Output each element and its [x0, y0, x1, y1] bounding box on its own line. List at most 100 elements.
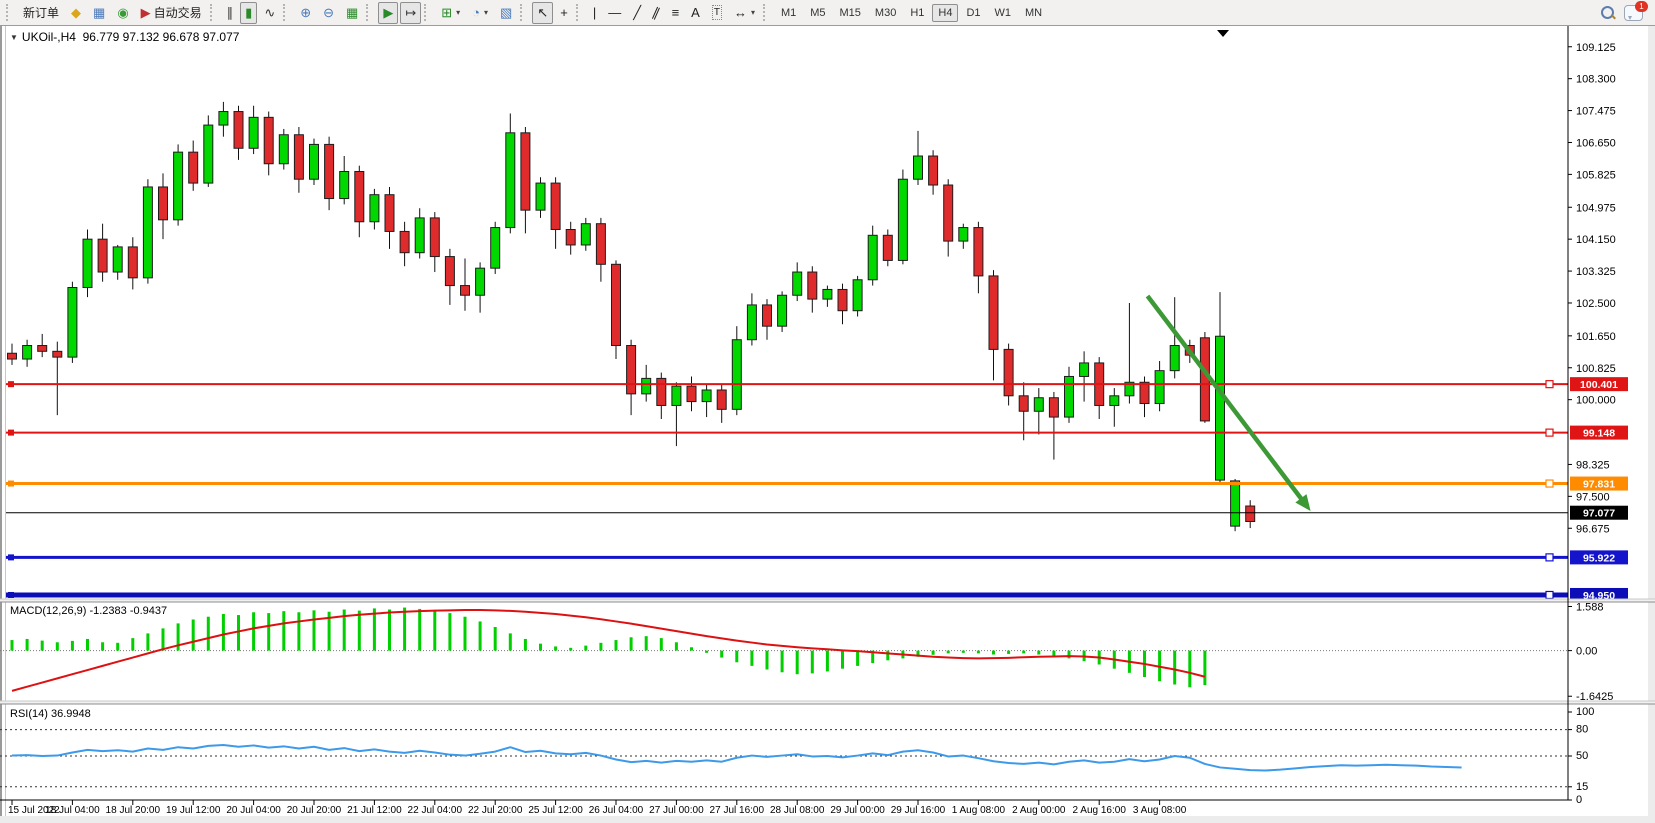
- toolbar-grip: [575, 4, 583, 21]
- chart-candles-button[interactable]: ▮: [240, 1, 258, 24]
- arrows-icon: ↔: [733, 5, 747, 20]
- cursor-button[interactable]: ↖: [532, 1, 554, 24]
- signals-button[interactable]: ◉: [112, 2, 133, 24]
- macd-indicator-label: MACD(12,26,9) -1.2383 -0.9437: [10, 605, 168, 617]
- svg-text:99.148: 99.148: [1583, 428, 1615, 440]
- svg-text:3 Aug 08:00: 3 Aug 08:00: [1133, 805, 1187, 816]
- chart-line-icon: ∿: [264, 5, 276, 20]
- timeframe-m1-button[interactable]: M1: [780, 6, 797, 19]
- hline-button[interactable]: —: [603, 2, 626, 24]
- svg-text:50: 50: [1576, 750, 1588, 762]
- hline-icon: —: [608, 5, 622, 20]
- vline-button[interactable]: |: [588, 2, 601, 24]
- text-label-icon: T: [711, 5, 722, 20]
- svg-text:2 Aug 00:00: 2 Aug 00:00: [1012, 805, 1066, 816]
- svg-text:21 Jul 12:00: 21 Jul 12:00: [347, 805, 402, 816]
- timeframe-d1-button[interactable]: D1: [966, 6, 981, 19]
- svg-text:98.325: 98.325: [1576, 459, 1610, 471]
- fibonacci-button[interactable]: ≡: [667, 2, 685, 24]
- svg-text:97.077: 97.077: [1583, 508, 1615, 520]
- chart-line-button[interactable]: ∿: [259, 2, 280, 24]
- templates-button[interactable]: ▧: [495, 2, 517, 24]
- timeframe-h4-button[interactable]: H4: [932, 3, 959, 22]
- new-order-button[interactable]: 新订单: [18, 2, 64, 24]
- autotrade-label: 自动交易: [153, 6, 202, 20]
- text-icon: A: [691, 5, 700, 20]
- templates-icon: ▧: [500, 5, 513, 20]
- text-label-button[interactable]: T: [707, 2, 727, 24]
- search-lens: [1601, 5, 1614, 19]
- svg-text:104.150: 104.150: [1576, 234, 1616, 246]
- svg-text:1 Aug 08:00: 1 Aug 08:00: [952, 805, 1006, 816]
- market-watch-icon: ▦: [93, 5, 106, 20]
- search-handle: [1611, 14, 1616, 19]
- svg-text:101.650: 101.650: [1576, 331, 1616, 343]
- chart-window[interactable]: ▼ UKOil-,H4 96.779 97.132 96.678 97.077 M…: [0, 26, 1655, 823]
- tile-windows-icon: ▦: [346, 5, 359, 20]
- periods-button[interactable]: ◔ ▾: [467, 2, 493, 24]
- channel-icon: ∥: [650, 4, 663, 21]
- chart-bars-button[interactable]: ∥: [222, 2, 239, 24]
- svg-text:1.588: 1.588: [1576, 602, 1604, 614]
- svg-text:100.401: 100.401: [1580, 379, 1618, 391]
- svg-text:106.650: 106.650: [1576, 137, 1616, 149]
- chart-ohlc-values: 96.779 97.132 96.678 97.077: [82, 30, 240, 44]
- market-watch-button[interactable]: ▦: [88, 2, 110, 24]
- tile-windows-button[interactable]: ▦: [341, 2, 363, 24]
- crosshair-icon: +: [560, 5, 568, 20]
- chart-shift-icon: ↦: [405, 5, 417, 20]
- text-button[interactable]: A: [686, 2, 705, 24]
- chart-symbol-period: UKOil-,H4: [21, 30, 76, 44]
- channel-button[interactable]: ∥: [648, 2, 665, 24]
- indicators-icon: ⊞: [441, 5, 453, 20]
- toolbar-grip: [762, 4, 770, 21]
- dropdown-caret-icon: ▾: [750, 8, 755, 17]
- autotrade-button[interactable]: ▶ 自动交易: [136, 2, 207, 24]
- svg-text:27 Jul 16:00: 27 Jul 16:00: [710, 805, 765, 816]
- notifications-icon[interactable]: 1: [1624, 0, 1648, 21]
- chart-shift-button[interactable]: ↦: [400, 1, 422, 24]
- timeframe-w1-button[interactable]: W1: [994, 6, 1012, 19]
- charts-button[interactable]: ◆: [66, 2, 86, 24]
- svg-text:19 Jul 12:00: 19 Jul 12:00: [166, 805, 221, 816]
- toolbar-grip: [520, 4, 527, 21]
- svg-text:109.125: 109.125: [1576, 42, 1616, 54]
- crosshair-button[interactable]: +: [555, 2, 573, 24]
- svg-text:80: 80: [1576, 724, 1588, 736]
- trendline-icon: ╱: [633, 5, 642, 20]
- timeframe-m5-button[interactable]: M5: [810, 6, 826, 19]
- svg-text:15 Jul 2022: 15 Jul 2022: [8, 805, 60, 816]
- trendline-button[interactable]: ╱: [628, 2, 646, 24]
- indicators-button[interactable]: ⊞ ▾: [436, 2, 465, 24]
- svg-text:0: 0: [1576, 794, 1582, 806]
- notification-badge: 1: [1635, 0, 1648, 12]
- svg-text:95.922: 95.922: [1583, 552, 1615, 564]
- toolbar-grip: [209, 4, 217, 21]
- timeframe-mn-button[interactable]: MN: [1025, 6, 1043, 19]
- svg-text:0.00: 0.00: [1576, 646, 1597, 658]
- symbol-dropdown-icon[interactable]: ▼: [10, 33, 18, 42]
- new-order-label: 新订单: [23, 6, 60, 20]
- timeframe-h1-button[interactable]: H1: [910, 6, 925, 19]
- charts-icon: ◆: [71, 5, 82, 20]
- timeframe-m15-button[interactable]: M15: [839, 6, 861, 19]
- svg-text:18 Jul 04:00: 18 Jul 04:00: [45, 805, 100, 816]
- arrows-button[interactable]: ↔ ▾: [729, 2, 760, 24]
- svg-text:100.000: 100.000: [1576, 395, 1616, 407]
- vline-icon: |: [592, 5, 597, 20]
- svg-text:97.831: 97.831: [1583, 479, 1615, 491]
- search-icon[interactable]: [1600, 5, 1616, 21]
- zoom-out-button[interactable]: ⊖: [318, 2, 339, 24]
- price-chart[interactable]: 100.40199.14897.83197.07795.92294.950109…: [0, 26, 1655, 823]
- svg-text:28 Jul 08:00: 28 Jul 08:00: [770, 805, 825, 816]
- svg-text:105.825: 105.825: [1576, 169, 1616, 181]
- svg-text:29 Jul 00:00: 29 Jul 00:00: [830, 805, 885, 816]
- zoom-in-button[interactable]: ⊕: [295, 2, 316, 24]
- svg-text:26 Jul 04:00: 26 Jul 04:00: [589, 805, 644, 816]
- auto-scroll-icon: ▶: [383, 5, 394, 20]
- chart-candles-icon: ▮: [245, 5, 253, 20]
- svg-text:102.500: 102.500: [1576, 298, 1616, 310]
- timeframe-m30-button[interactable]: M30: [874, 6, 897, 19]
- auto-scroll-button[interactable]: ▶: [378, 1, 399, 24]
